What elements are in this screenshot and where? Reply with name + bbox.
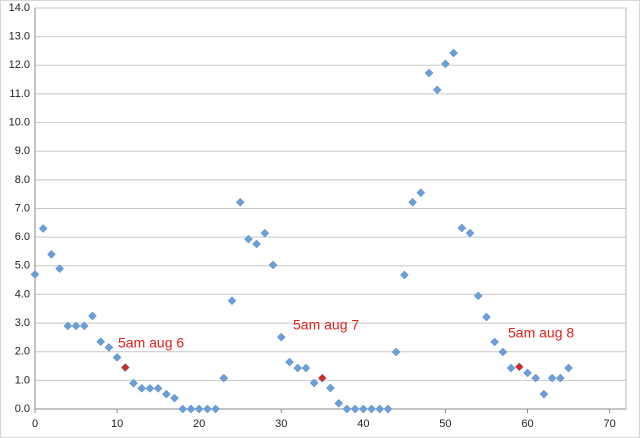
data-point [153, 384, 163, 393]
data-point [514, 362, 524, 372]
y-tick-label: 14.0 [9, 2, 30, 14]
data-point [531, 373, 541, 383]
data-point [211, 404, 220, 414]
annotation: 5am aug 8 [508, 325, 574, 341]
x-tick-label: 70 [603, 418, 615, 430]
y-tick-label: 5.0 [15, 260, 30, 272]
data-point [260, 228, 270, 238]
y-tick-label: 9.0 [15, 145, 30, 157]
data-point [465, 228, 475, 238]
data-point [252, 239, 261, 249]
data-point [391, 347, 401, 357]
data-point [539, 389, 549, 399]
data-point [564, 363, 573, 373]
data-point [473, 291, 483, 301]
y-tick-label: 4.0 [15, 288, 30, 300]
data-point [88, 311, 97, 321]
data-point [309, 378, 319, 388]
x-tick-label: 10 [111, 418, 123, 430]
data-point [47, 249, 56, 259]
data-point [350, 404, 360, 414]
data-point [523, 368, 532, 378]
data-point [334, 398, 344, 408]
y-tick-label: 7.0 [15, 202, 30, 214]
data-point [235, 197, 245, 207]
data-point [482, 312, 491, 322]
y-tick-label: 12.0 [9, 59, 30, 71]
data-point [194, 404, 204, 414]
data-point [441, 59, 450, 69]
data-point [449, 48, 458, 58]
data-point [120, 363, 130, 372]
data-point [203, 404, 212, 414]
data-point [342, 404, 352, 414]
annotation: 5am aug 6 [118, 335, 184, 351]
x-tick-label: 20 [193, 418, 205, 430]
y-tick-label: 8.0 [15, 174, 30, 186]
data-point [137, 384, 147, 393]
y-tick-label: 10.0 [9, 116, 30, 128]
data-point [432, 85, 442, 95]
data-point [170, 393, 179, 403]
data-point [161, 389, 171, 399]
data-point [317, 373, 327, 383]
data-point [55, 264, 64, 274]
y-tick-label: 2.0 [15, 346, 30, 358]
data-point [555, 373, 565, 383]
x-tick-label: 30 [275, 418, 287, 430]
data-point [244, 234, 253, 244]
y-tick-label: 13.0 [9, 31, 30, 43]
data-point [400, 270, 409, 280]
data-point [547, 373, 557, 383]
data-point [96, 337, 106, 347]
data-point [408, 197, 417, 207]
data-point [506, 363, 516, 373]
data-point [367, 404, 376, 414]
data-point [79, 321, 89, 331]
data-point [71, 321, 81, 331]
x-tick-label: 60 [521, 418, 533, 430]
data-point [375, 404, 385, 414]
data-point [326, 383, 335, 393]
data-point [104, 343, 114, 352]
data-point [498, 347, 508, 357]
data-point [268, 260, 278, 270]
data-point [457, 223, 467, 233]
y-tick-label: 1.0 [15, 374, 30, 386]
annotation: 5am aug 7 [293, 317, 359, 333]
data-point [63, 321, 73, 331]
data-point [490, 337, 500, 347]
data-point [38, 224, 48, 233]
x-tick-label: 50 [439, 418, 451, 430]
data-point [178, 404, 188, 414]
x-tick-label: 40 [357, 418, 369, 430]
data-point [358, 404, 368, 414]
data-point [416, 188, 426, 198]
data-point [424, 68, 434, 78]
data-point [285, 357, 294, 367]
y-tick-label: 3.0 [15, 317, 30, 329]
y-tick-label: 11.0 [9, 88, 30, 100]
data-point [129, 378, 138, 388]
y-tick-label: 0.0 [15, 403, 30, 415]
data-point [112, 353, 122, 362]
data-point [186, 404, 196, 414]
data-point [383, 404, 393, 414]
data-point [227, 296, 237, 306]
data-point [276, 332, 286, 342]
y-tick-label: 6.0 [15, 231, 30, 243]
data-point [293, 363, 303, 373]
data-point [301, 363, 311, 373]
data-point [30, 270, 40, 279]
data-point [145, 384, 155, 393]
x-tick-label: 0 [32, 418, 38, 430]
data-point [219, 373, 229, 383]
